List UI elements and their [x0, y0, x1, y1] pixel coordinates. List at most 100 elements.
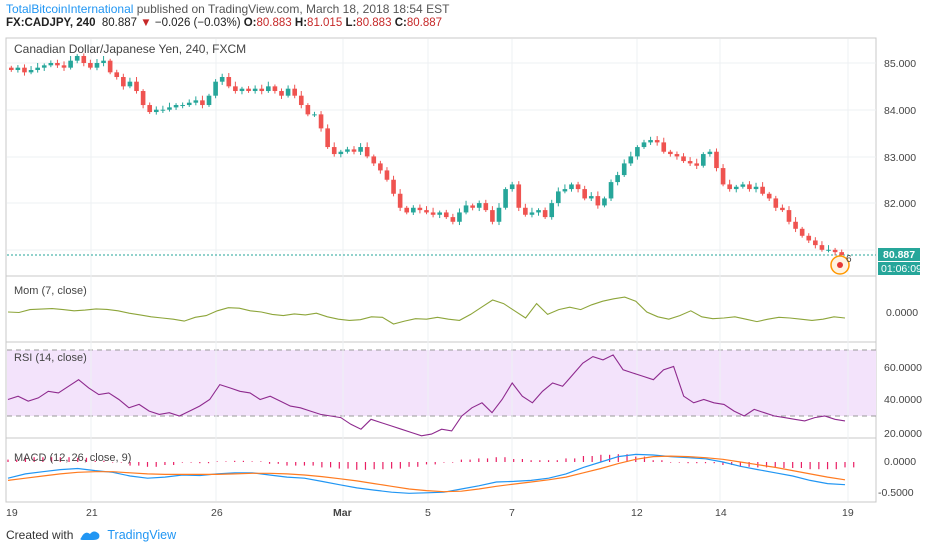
high-value: 81.015 [307, 17, 343, 29]
candlestick-series [8, 53, 845, 257]
countdown-text: 01:06:09 [881, 263, 922, 275]
tradingview-brand-link[interactable]: TradingView [107, 528, 177, 542]
price-tick-85: 85.000 [884, 58, 916, 70]
candle-body [424, 210, 429, 213]
footer: Created with TradingView [6, 528, 176, 542]
last-price-tag [878, 248, 920, 261]
candle-body [364, 147, 370, 157]
candle-body [556, 191, 561, 204]
candle-body [345, 149, 350, 152]
candle-body [727, 184, 732, 190]
price-tick-82: 82.000 [884, 198, 916, 210]
candle-body [15, 67, 21, 71]
candle-body [153, 109, 159, 113]
candle-body [338, 151, 344, 155]
candle-body [720, 168, 726, 185]
candle-body [331, 147, 337, 155]
candle-body [404, 207, 410, 213]
candle-body [266, 86, 271, 92]
candle-body [470, 205, 475, 208]
candle-body [200, 100, 205, 106]
macd-histogram [7, 454, 855, 470]
price-change: −0.026 (−0.03%) [154, 17, 241, 29]
mom-panel[interactable] [5, 275, 877, 343]
tradingview-logo-icon [80, 531, 100, 540]
candle-body [140, 91, 146, 106]
macd-panel-title: MACD (12, 26, close, 9) [14, 452, 131, 464]
candle-body [780, 207, 785, 211]
candle-body [41, 65, 47, 68]
low-label: L: [345, 17, 357, 29]
candle-body [48, 63, 54, 66]
candle-body [325, 128, 330, 148]
candle-body [819, 245, 825, 250]
candle-body [55, 63, 60, 66]
candle-body [674, 154, 680, 157]
candle-body [733, 186, 739, 190]
marker-number: 6 [846, 254, 852, 265]
low-value: 80.883 [356, 17, 392, 29]
price-tick-84: 84.000 [884, 105, 916, 117]
candle-body [681, 156, 686, 162]
candle-body [641, 142, 647, 148]
candle-body [509, 184, 515, 190]
time-label-26: 26 [211, 507, 223, 519]
mom-line [7, 296, 846, 325]
candle-body [167, 107, 172, 110]
candle-body [305, 105, 311, 115]
candle-body [707, 151, 713, 155]
time-label-5: 5 [425, 507, 431, 519]
candle-body [107, 60, 113, 73]
candle-body [562, 189, 568, 192]
candle-body [793, 221, 798, 229]
candle-body [463, 205, 469, 213]
candle-body [813, 240, 818, 246]
candle-body [430, 212, 436, 215]
candle-body [588, 196, 594, 199]
candle-body [193, 100, 199, 103]
candle-body [602, 198, 607, 206]
candle-body [694, 163, 700, 166]
candle-body [529, 212, 535, 215]
candle-body [417, 207, 423, 211]
candle-body [773, 198, 779, 208]
candle-body [180, 105, 185, 107]
macd-line [7, 453, 846, 494]
time-label-mar: Mar [333, 507, 352, 519]
candle-body [351, 149, 357, 152]
price-tick-83: 83.000 [884, 152, 916, 164]
candle-body [318, 114, 324, 129]
candle-body [384, 170, 390, 180]
candle-body [549, 203, 555, 218]
candle-body [457, 212, 462, 222]
candle-body [839, 252, 845, 256]
candle-body [226, 77, 232, 87]
candle-body [68, 60, 73, 68]
candle-body [668, 151, 673, 155]
author-link[interactable]: TotalBitcoinInternational [6, 2, 134, 16]
time-label-12: 12 [631, 507, 643, 519]
candle-body [252, 88, 258, 92]
candle-body [127, 81, 133, 87]
candle-body [747, 184, 752, 190]
rsi-panel-title: RSI (14, close) [14, 352, 87, 364]
gridlines [7, 39, 876, 501]
high-label: H: [294, 17, 308, 29]
candle-body [826, 249, 831, 251]
candle-body [490, 210, 495, 222]
candle-body [272, 86, 278, 92]
candle-body [582, 189, 587, 199]
rsi-band [7, 350, 876, 416]
candle-body [635, 147, 640, 157]
open-value: 80.883 [256, 17, 292, 29]
candle-body [608, 182, 614, 199]
mom-panel-title: Mom (7, close) [14, 285, 87, 297]
candle-body [285, 88, 291, 96]
candle-body [700, 154, 706, 166]
close-label: C: [394, 17, 407, 29]
candle-body [542, 210, 548, 218]
candle-body [648, 140, 653, 143]
macd-tick-neg: -0.5000 [878, 487, 914, 499]
candle-body [186, 102, 192, 106]
